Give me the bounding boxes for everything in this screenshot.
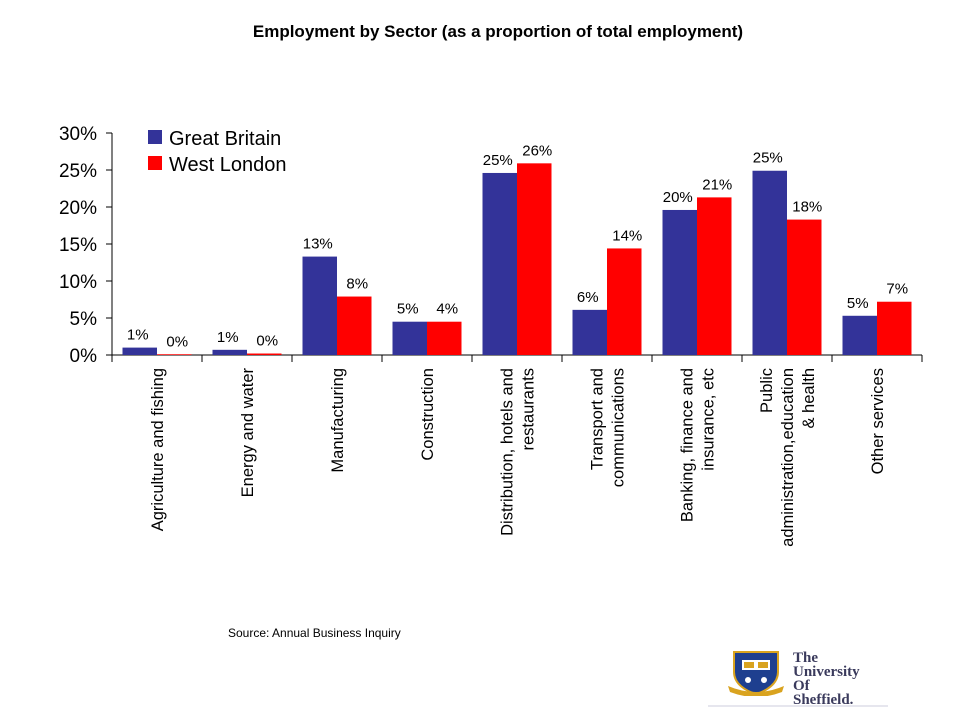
bar	[842, 315, 877, 355]
y-tick-label: 15%	[59, 235, 97, 256]
footer-rule	[708, 705, 888, 707]
y-tick-label: 0%	[70, 346, 98, 367]
y-tick-label: 25%	[59, 161, 97, 182]
legend-swatch	[148, 156, 162, 170]
bar	[157, 354, 192, 355]
x-tick-label: Energy and water	[239, 367, 257, 497]
logo-line: Of	[793, 678, 810, 694]
bar	[662, 209, 697, 355]
data-label: 4%	[436, 301, 458, 318]
legend-swatch	[148, 130, 162, 144]
logo-line: University	[793, 664, 860, 680]
data-label: 1%	[217, 329, 239, 346]
x-tick-label: Construction	[419, 368, 437, 461]
bar	[212, 349, 247, 355]
bar	[697, 197, 732, 355]
data-label: 26%	[522, 142, 552, 159]
data-label: 6%	[577, 289, 599, 306]
data-label: 0%	[256, 333, 278, 350]
bar	[877, 301, 912, 355]
legend-label: Great Britain	[169, 128, 281, 150]
x-tick-label: insurance, etc	[700, 368, 718, 471]
data-label: 5%	[847, 295, 869, 312]
data-label: 13%	[303, 236, 333, 253]
bar	[482, 172, 517, 355]
data-label: 1%	[127, 327, 149, 344]
bar	[517, 163, 552, 355]
bar	[607, 248, 642, 355]
x-tick-label: Manufacturing	[329, 368, 347, 473]
x-tick-label: Distribution, hotels and	[499, 368, 517, 536]
data-label: 8%	[346, 276, 368, 293]
logo-line: Sheffield.	[793, 692, 854, 708]
bar	[787, 219, 822, 355]
data-label: 18%	[792, 199, 822, 216]
x-tick-label: Other services	[869, 368, 887, 474]
data-label: 14%	[612, 227, 642, 244]
logo-line: The	[793, 650, 819, 666]
y-tick-label: 10%	[59, 272, 97, 293]
x-tick-label: Public	[758, 368, 776, 413]
x-tick-label: Agriculture and fishing	[149, 368, 167, 531]
data-label: 5%	[397, 301, 419, 318]
y-tick-label: 30%	[59, 124, 97, 145]
x-tick-label: Transport and	[589, 368, 607, 470]
x-tick-label: administration,education	[779, 368, 797, 547]
x-tick-label: Banking, finance and	[679, 368, 697, 522]
university-name: The University Of Sheffield.	[793, 650, 860, 708]
data-label: 0%	[166, 333, 188, 350]
bar	[752, 170, 787, 355]
bar	[427, 321, 462, 355]
bar	[302, 256, 337, 355]
data-label: 25%	[483, 152, 513, 169]
data-label: 7%	[886, 281, 908, 298]
university-shield-logo	[728, 651, 784, 696]
y-tick-label: 20%	[59, 198, 97, 219]
y-tick-label: 5%	[70, 309, 98, 330]
source-note: Source: Annual Business Inquiry	[228, 626, 401, 640]
x-tick-label: communications	[610, 368, 628, 487]
bar	[337, 296, 372, 355]
bar	[572, 309, 607, 355]
x-tick-label: restaurants	[520, 368, 538, 451]
page-title: Employment by Sector (as a proportion of…	[252, 22, 744, 41]
data-label: 25%	[753, 150, 783, 167]
data-label: 21%	[702, 176, 732, 193]
bar	[247, 353, 282, 355]
legend-label: West London	[169, 154, 287, 176]
bar	[122, 347, 157, 355]
x-tick-label: & health	[800, 368, 818, 429]
data-label: 20%	[663, 189, 693, 206]
bar	[392, 321, 427, 355]
